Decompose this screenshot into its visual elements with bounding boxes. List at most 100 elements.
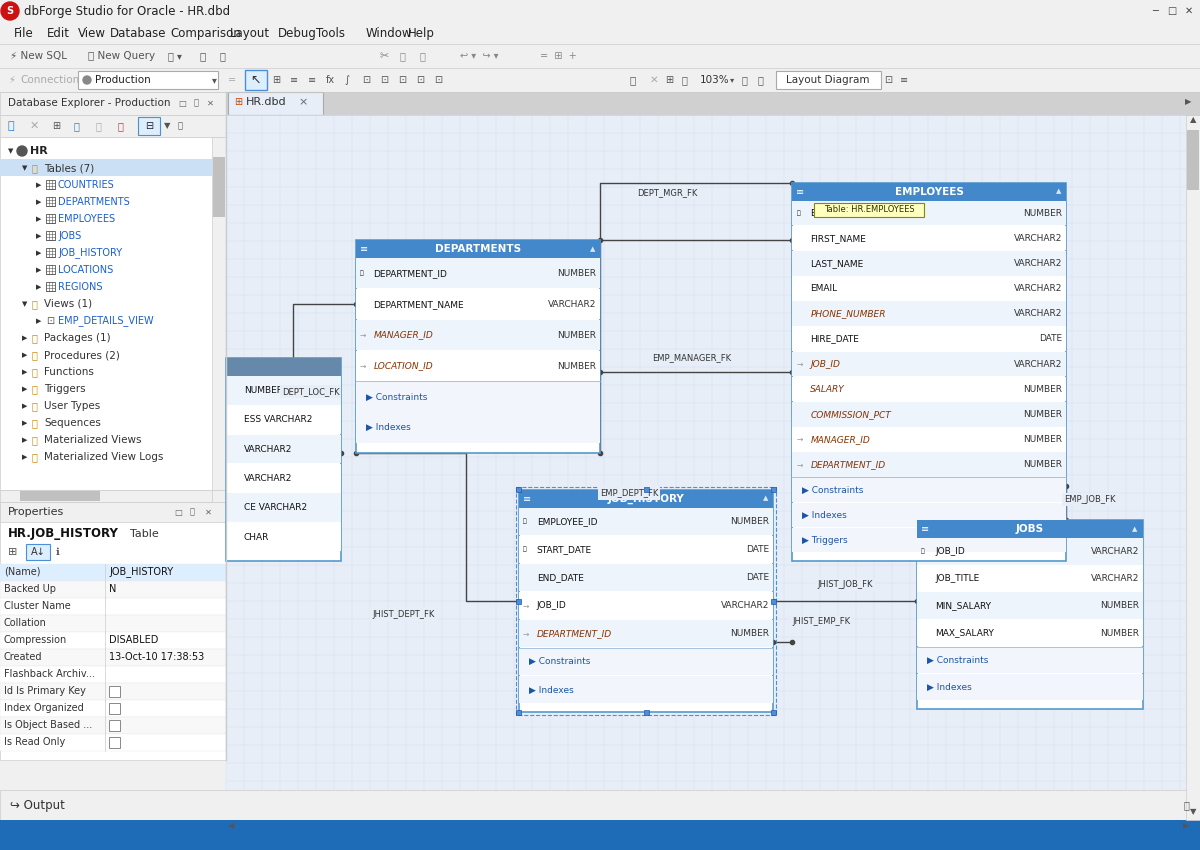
Bar [355,320,600,350]
Bar [518,490,773,507]
Text: 📁: 📁 [32,452,38,462]
Text: ⊞: ⊞ [665,75,673,85]
Text: ▶: ▶ [22,335,28,341]
Bar [792,502,1066,527]
Bar [212,137,226,490]
Text: ▶ Constraints: ▶ Constraints [529,657,590,666]
Text: ▼: ▼ [1189,808,1196,817]
Text: START_DATE: START_DATE [536,545,592,554]
Bar [46,265,55,274]
Text: ✕: ✕ [30,121,40,131]
Text: ▶: ▶ [36,284,41,290]
Text: 13-Oct-10 17:38:53: 13-Oct-10 17:38:53 [109,652,204,662]
Bar [917,674,1142,700]
Text: LOCATIONS: LOCATIONS [58,265,113,275]
Bar [792,452,1066,477]
Text: NUMBER: NUMBER [1099,601,1139,610]
Text: 📌: 📌 [190,507,194,517]
Text: 103%: 103% [700,75,730,85]
Circle shape [1,2,19,20]
Text: Layout: Layout [230,26,270,39]
Text: ×: × [298,97,307,107]
Text: NUMBER: NUMBER [1022,461,1062,469]
Bar [0,490,212,502]
Bar [226,358,341,376]
Text: ▶: ▶ [22,437,28,443]
Text: ⊡: ⊡ [884,75,892,85]
Text: 📁: 📁 [220,51,226,61]
Bar [0,564,226,581]
Text: ▶ Triggers: ▶ Triggers [803,536,848,545]
Text: ↖: ↖ [251,73,262,87]
Text: ▶: ▶ [36,182,41,188]
Text: Materialized Views: Materialized Views [44,435,142,445]
Text: HIRE_DATE: HIRE_DATE [810,334,859,343]
Text: 📂: 📂 [32,299,38,309]
Text: Is Object Based ...: Is Object Based ... [4,720,92,730]
Text: VARCHAR2: VARCHAR2 [1014,259,1062,268]
Text: DEPT_LOC_FK: DEPT_LOC_FK [282,388,340,396]
Text: 🔍: 🔍 [742,75,748,85]
Text: EMP_DEPT_FK: EMP_DEPT_FK [600,489,659,497]
Text: Table: Table [130,529,158,539]
Bar [792,251,1066,275]
Text: EMPLOYEES: EMPLOYEES [58,214,115,224]
Bar [109,686,120,697]
Text: NUMBER: NUMBER [244,386,283,395]
Text: Comparison: Comparison [170,26,241,39]
Text: JHIST_DEPT_FK: JHIST_DEPT_FK [372,610,434,619]
Text: EMP_DETAILS_VIEW: EMP_DETAILS_VIEW [58,315,154,326]
Text: NUMBER: NUMBER [1022,435,1062,445]
Text: ▶: ▶ [22,403,28,409]
Text: VARCHAR2: VARCHAR2 [1091,575,1139,583]
Text: REGIONS: REGIONS [58,282,102,292]
Text: JOB_ID: JOB_ID [810,360,840,369]
Text: ▶: ▶ [36,267,41,273]
Text: EMPLOYEE_ID: EMPLOYEE_ID [536,517,598,526]
Text: ✂: ✂ [380,51,389,61]
Text: ✕: ✕ [206,99,214,107]
Text: 📌: 📌 [193,99,198,107]
Bar [355,350,600,381]
Text: VARCHAR2: VARCHAR2 [1014,234,1062,243]
Text: Production: Production [95,75,151,85]
Bar [226,376,341,405]
Text: User Types: User Types [44,401,101,411]
Bar [214,157,226,217]
Text: →: → [523,601,529,610]
Text: 🔑: 🔑 [922,549,925,554]
Text: =  ⊞  +: = ⊞ + [540,51,577,61]
Text: NUMBER: NUMBER [558,269,596,278]
Text: DEPARTMENTS: DEPARTMENTS [58,197,130,207]
Text: 💾: 💾 [200,51,206,61]
Text: 🔄 ▾: 🔄 ▾ [168,51,182,61]
Text: EMP_MANAGER_FK: EMP_MANAGER_FK [652,354,731,362]
Bar [226,820,1186,832]
Text: Views (1): Views (1) [44,299,92,309]
Bar [0,0,1200,22]
Text: JOBS: JOBS [58,231,82,241]
Bar [0,649,226,666]
Text: View: View [78,26,106,39]
Bar [0,502,226,760]
Text: →: → [360,331,366,340]
Bar [917,538,1142,564]
Text: ▲: ▲ [763,496,768,501]
Bar [643,487,648,492]
Text: HR: HR [30,146,48,156]
Text: DEPARTMENT_NAME: DEPARTMENT_NAME [373,300,464,309]
Text: FIRST_NAME: FIRST_NAME [810,234,866,243]
Text: ▶: ▶ [22,352,28,358]
Text: ▶ Indexes: ▶ Indexes [366,423,410,433]
Text: SALARY: SALARY [810,385,845,394]
Bar [0,615,226,632]
Text: ≡: ≡ [922,524,929,534]
Text: NUMBER: NUMBER [730,629,769,638]
Bar [518,592,773,620]
Bar [109,737,120,748]
Text: 🔽: 🔽 [178,122,182,131]
Bar [0,22,1200,44]
Text: ≡: ≡ [523,494,530,504]
Bar [776,71,881,89]
Text: JOB_ID: JOB_ID [536,601,566,610]
